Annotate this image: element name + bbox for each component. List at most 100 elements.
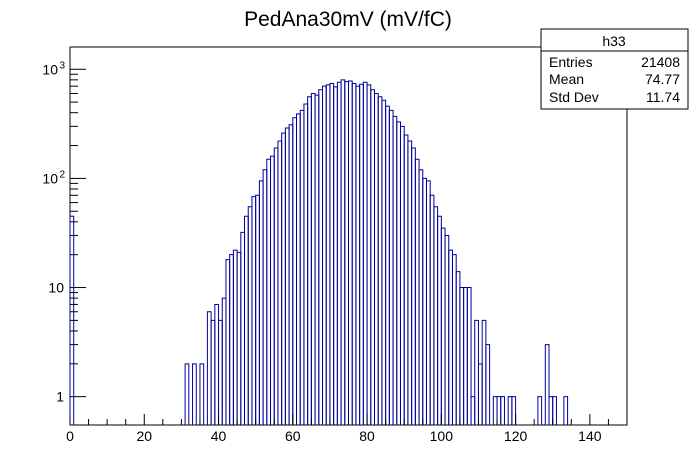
histogram-bin [296, 113, 301, 425]
histogram-bin [425, 180, 431, 425]
histogram-bin [399, 125, 405, 425]
histogram-bin [381, 99, 387, 425]
histogram-bin [218, 319, 223, 425]
stats-name: h33 [602, 33, 626, 49]
histogram-bin [266, 158, 272, 425]
histogram-bin [544, 344, 550, 425]
histogram-bin [377, 96, 383, 425]
histogram-bin [344, 81, 349, 425]
stats-entries-value: 21408 [641, 54, 680, 70]
histogram-bin [340, 79, 346, 425]
histogram-bin [429, 194, 435, 425]
histogram-bin [206, 311, 212, 425]
y-tick-label: 10 [42, 170, 58, 186]
histogram-bin [214, 303, 220, 425]
histogram-bin [396, 121, 401, 425]
histogram-bin [500, 396, 505, 425]
x-tick-label: 40 [211, 428, 227, 444]
histogram-bin [388, 109, 394, 425]
histogram-bin [192, 363, 197, 425]
histogram-bin [247, 206, 253, 425]
histogram-bin [303, 103, 309, 425]
histogram-bin [329, 83, 335, 425]
histogram-bin [411, 147, 416, 425]
histogram-bin [322, 85, 327, 425]
histogram-bin [507, 396, 513, 425]
x-tick-label: 100 [430, 428, 454, 444]
histogram-bin [537, 396, 543, 425]
histogram-bin [184, 363, 190, 425]
histogram-bin [466, 287, 472, 425]
histogram-bin [370, 89, 375, 425]
histogram-bin [407, 140, 413, 425]
x-tick-label: 80 [359, 428, 375, 444]
x-tick-label: 20 [136, 428, 152, 444]
histogram-bin [511, 396, 517, 425]
histogram-bin [262, 169, 268, 425]
histogram-bin [284, 127, 290, 425]
histogram-bin [385, 105, 390, 425]
histogram-marks [69, 79, 569, 425]
histogram-bin [366, 84, 372, 425]
histogram-bin [492, 396, 498, 425]
histogram-bin [563, 396, 569, 425]
histogram-bin [455, 271, 461, 425]
histogram-bin [299, 109, 305, 425]
histogram-bin [292, 117, 298, 425]
histogram-bin [232, 249, 238, 425]
histogram-bin [548, 396, 554, 425]
stats-stddev-label: Std Dev [549, 89, 599, 105]
histogram-bin [444, 234, 450, 425]
histogram-bin [325, 84, 331, 425]
histogram-bin [199, 363, 205, 425]
histogram-bin [440, 227, 446, 425]
histogram-bin [448, 249, 453, 425]
histogram-bin [481, 319, 487, 425]
histogram-bin [225, 259, 231, 425]
histogram-bin [255, 194, 260, 425]
histogram-bin [318, 89, 324, 425]
histogram-bin [277, 140, 283, 425]
histogram-bin [288, 124, 294, 425]
histogram-bin [281, 132, 286, 425]
histogram-bin [422, 177, 427, 425]
histogram-bin [418, 169, 424, 425]
y-tick-exponent: 2 [59, 169, 65, 180]
y-tick-label: 10 [48, 280, 64, 296]
histogram-bin [307, 96, 312, 425]
stats-box-frame [540, 28, 689, 110]
stats-stddev-value: 11.74 [646, 89, 680, 105]
histogram-bin [314, 94, 320, 425]
histogram-bin [333, 86, 338, 425]
histogram-bin [451, 254, 457, 425]
histogram-bin [459, 287, 465, 425]
histogram-bin [392, 115, 398, 425]
histogram-bin [470, 396, 476, 425]
histogram-bin [355, 85, 361, 425]
x-tick-label: 120 [504, 428, 528, 444]
histogram-bin [210, 319, 216, 425]
histogram-bin [359, 83, 364, 425]
histogram-bin [474, 319, 479, 425]
histogram-bin [552, 396, 557, 425]
stats-mean-label: Mean [549, 71, 584, 87]
histogram-bin [485, 344, 491, 425]
histogram-bin [244, 215, 249, 425]
histogram-bin [270, 155, 275, 425]
histogram-bin [496, 396, 502, 425]
histogram-bin [373, 92, 379, 425]
histogram-bin [477, 363, 483, 425]
stats-entries-label: Entries [549, 54, 593, 70]
histogram-bin [236, 251, 242, 425]
stats-box: h33 Entries 21408 Mean 74.77 Std Dev 11.… [540, 28, 689, 110]
histogram-bin [258, 180, 264, 425]
y-tick-label: 1 [56, 389, 64, 405]
histogram-bin [433, 206, 439, 425]
stats-mean-value: 74.77 [645, 71, 680, 87]
chart-title: PedAna30mV (mV/fC) [244, 8, 452, 31]
histogram-bin [437, 215, 442, 425]
y-tick-label: 10 [42, 61, 58, 77]
histogram-bin [463, 287, 468, 425]
histogram-bin [310, 92, 316, 425]
